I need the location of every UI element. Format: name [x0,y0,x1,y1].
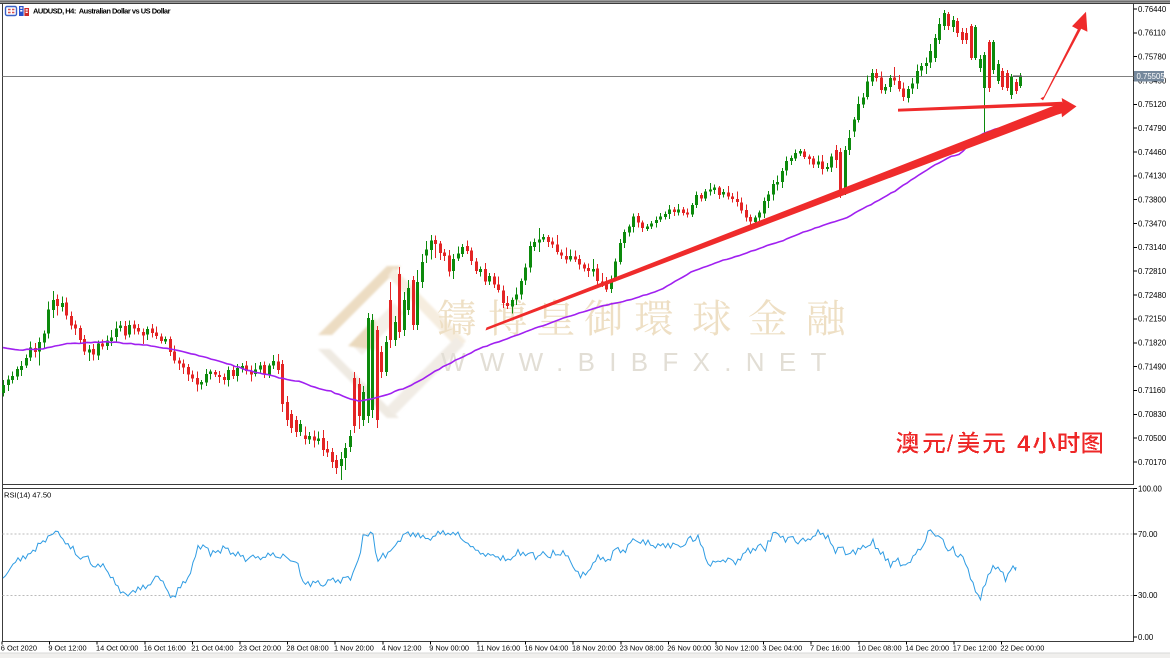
svg-text:21 Oct 04:00: 21 Oct 04:00 [191,644,233,653]
svg-text:11 Nov 16:00: 11 Nov 16:00 [477,644,520,653]
svg-text:30.00: 30.00 [1138,591,1158,600]
svg-text:0.72810: 0.72810 [1138,267,1167,276]
svg-text:0.75780: 0.75780 [1138,53,1167,62]
svg-text:0.72480: 0.72480 [1138,291,1167,300]
svg-text:18 Nov 20:00: 18 Nov 20:00 [572,644,616,653]
svg-text:0.75120: 0.75120 [1138,100,1167,109]
svg-text:14 Oct 00:00: 14 Oct 00:00 [96,644,138,653]
svg-text:0.00: 0.00 [1138,633,1154,642]
svg-text:0.70170: 0.70170 [1138,458,1167,467]
svg-text:0.74130: 0.74130 [1138,172,1167,181]
svg-text:16 Oct 16:00: 16 Oct 16:00 [144,644,186,653]
svg-text:0.74790: 0.74790 [1138,124,1167,133]
svg-text:23 Nov 08:00: 23 Nov 08:00 [620,644,664,653]
svg-text:RSI(14) 47.50: RSI(14) 47.50 [4,491,51,500]
svg-text:1 Nov 20:00: 1 Nov 20:00 [334,644,374,653]
svg-text:9 Oct 12:00: 9 Oct 12:00 [48,644,86,653]
svg-text:0.71160: 0.71160 [1138,386,1166,395]
svg-text:3 Dec 04:00: 3 Dec 04:00 [762,644,802,653]
svg-text:22 Dec 00:00: 22 Dec 00:00 [1000,644,1044,653]
svg-text:0.74460: 0.74460 [1138,148,1167,157]
svg-text:26 Nov 00:00: 26 Nov 00:00 [667,644,711,653]
svg-text:0.72150: 0.72150 [1138,315,1167,324]
svg-text:0.76440: 0.76440 [1138,5,1167,14]
svg-text:16 Nov 04:00: 16 Nov 04:00 [524,644,568,653]
svg-text:7 Dec 16:00: 7 Dec 16:00 [810,644,850,653]
svg-text:100.00: 100.00 [1138,485,1163,494]
svg-text:23 Oct 20:00: 23 Oct 20:00 [239,644,281,653]
svg-text:0.73800: 0.73800 [1138,196,1167,205]
svg-text:17 Dec 12:00: 17 Dec 12:00 [953,644,997,653]
svg-text:14 Dec 20:00: 14 Dec 20:00 [905,644,949,653]
svg-text:0.71490: 0.71490 [1138,362,1167,371]
svg-text:0.71820: 0.71820 [1138,339,1167,348]
svg-text:6 Oct 2020: 6 Oct 2020 [1,644,37,653]
svg-text:28 Oct 08:00: 28 Oct 08:00 [286,644,328,653]
svg-text:WWW.BIBFX.NET: WWW.BIBFX.NET [441,347,841,377]
svg-text:0.76110: 0.76110 [1138,29,1166,38]
svg-text:30 Nov 12:00: 30 Nov 12:00 [715,644,759,653]
svg-text:0.73140: 0.73140 [1138,243,1167,252]
svg-text:AUDUSD, H4: Australian Dollar: AUDUSD, H4: Australian Dollar vs US Doll… [33,7,171,16]
svg-text:9 Nov 00:00: 9 Nov 00:00 [429,644,469,653]
svg-text:0.75505: 0.75505 [1137,72,1166,81]
svg-text:4 Nov 12:00: 4 Nov 12:00 [382,644,422,653]
svg-text:0.70500: 0.70500 [1138,434,1167,443]
svg-text:70.00: 70.00 [1138,530,1158,539]
svg-text:10 Dec 08:00: 10 Dec 08:00 [858,644,902,653]
svg-text:0.70830: 0.70830 [1138,410,1167,419]
svg-text:0.73470: 0.73470 [1138,219,1167,228]
